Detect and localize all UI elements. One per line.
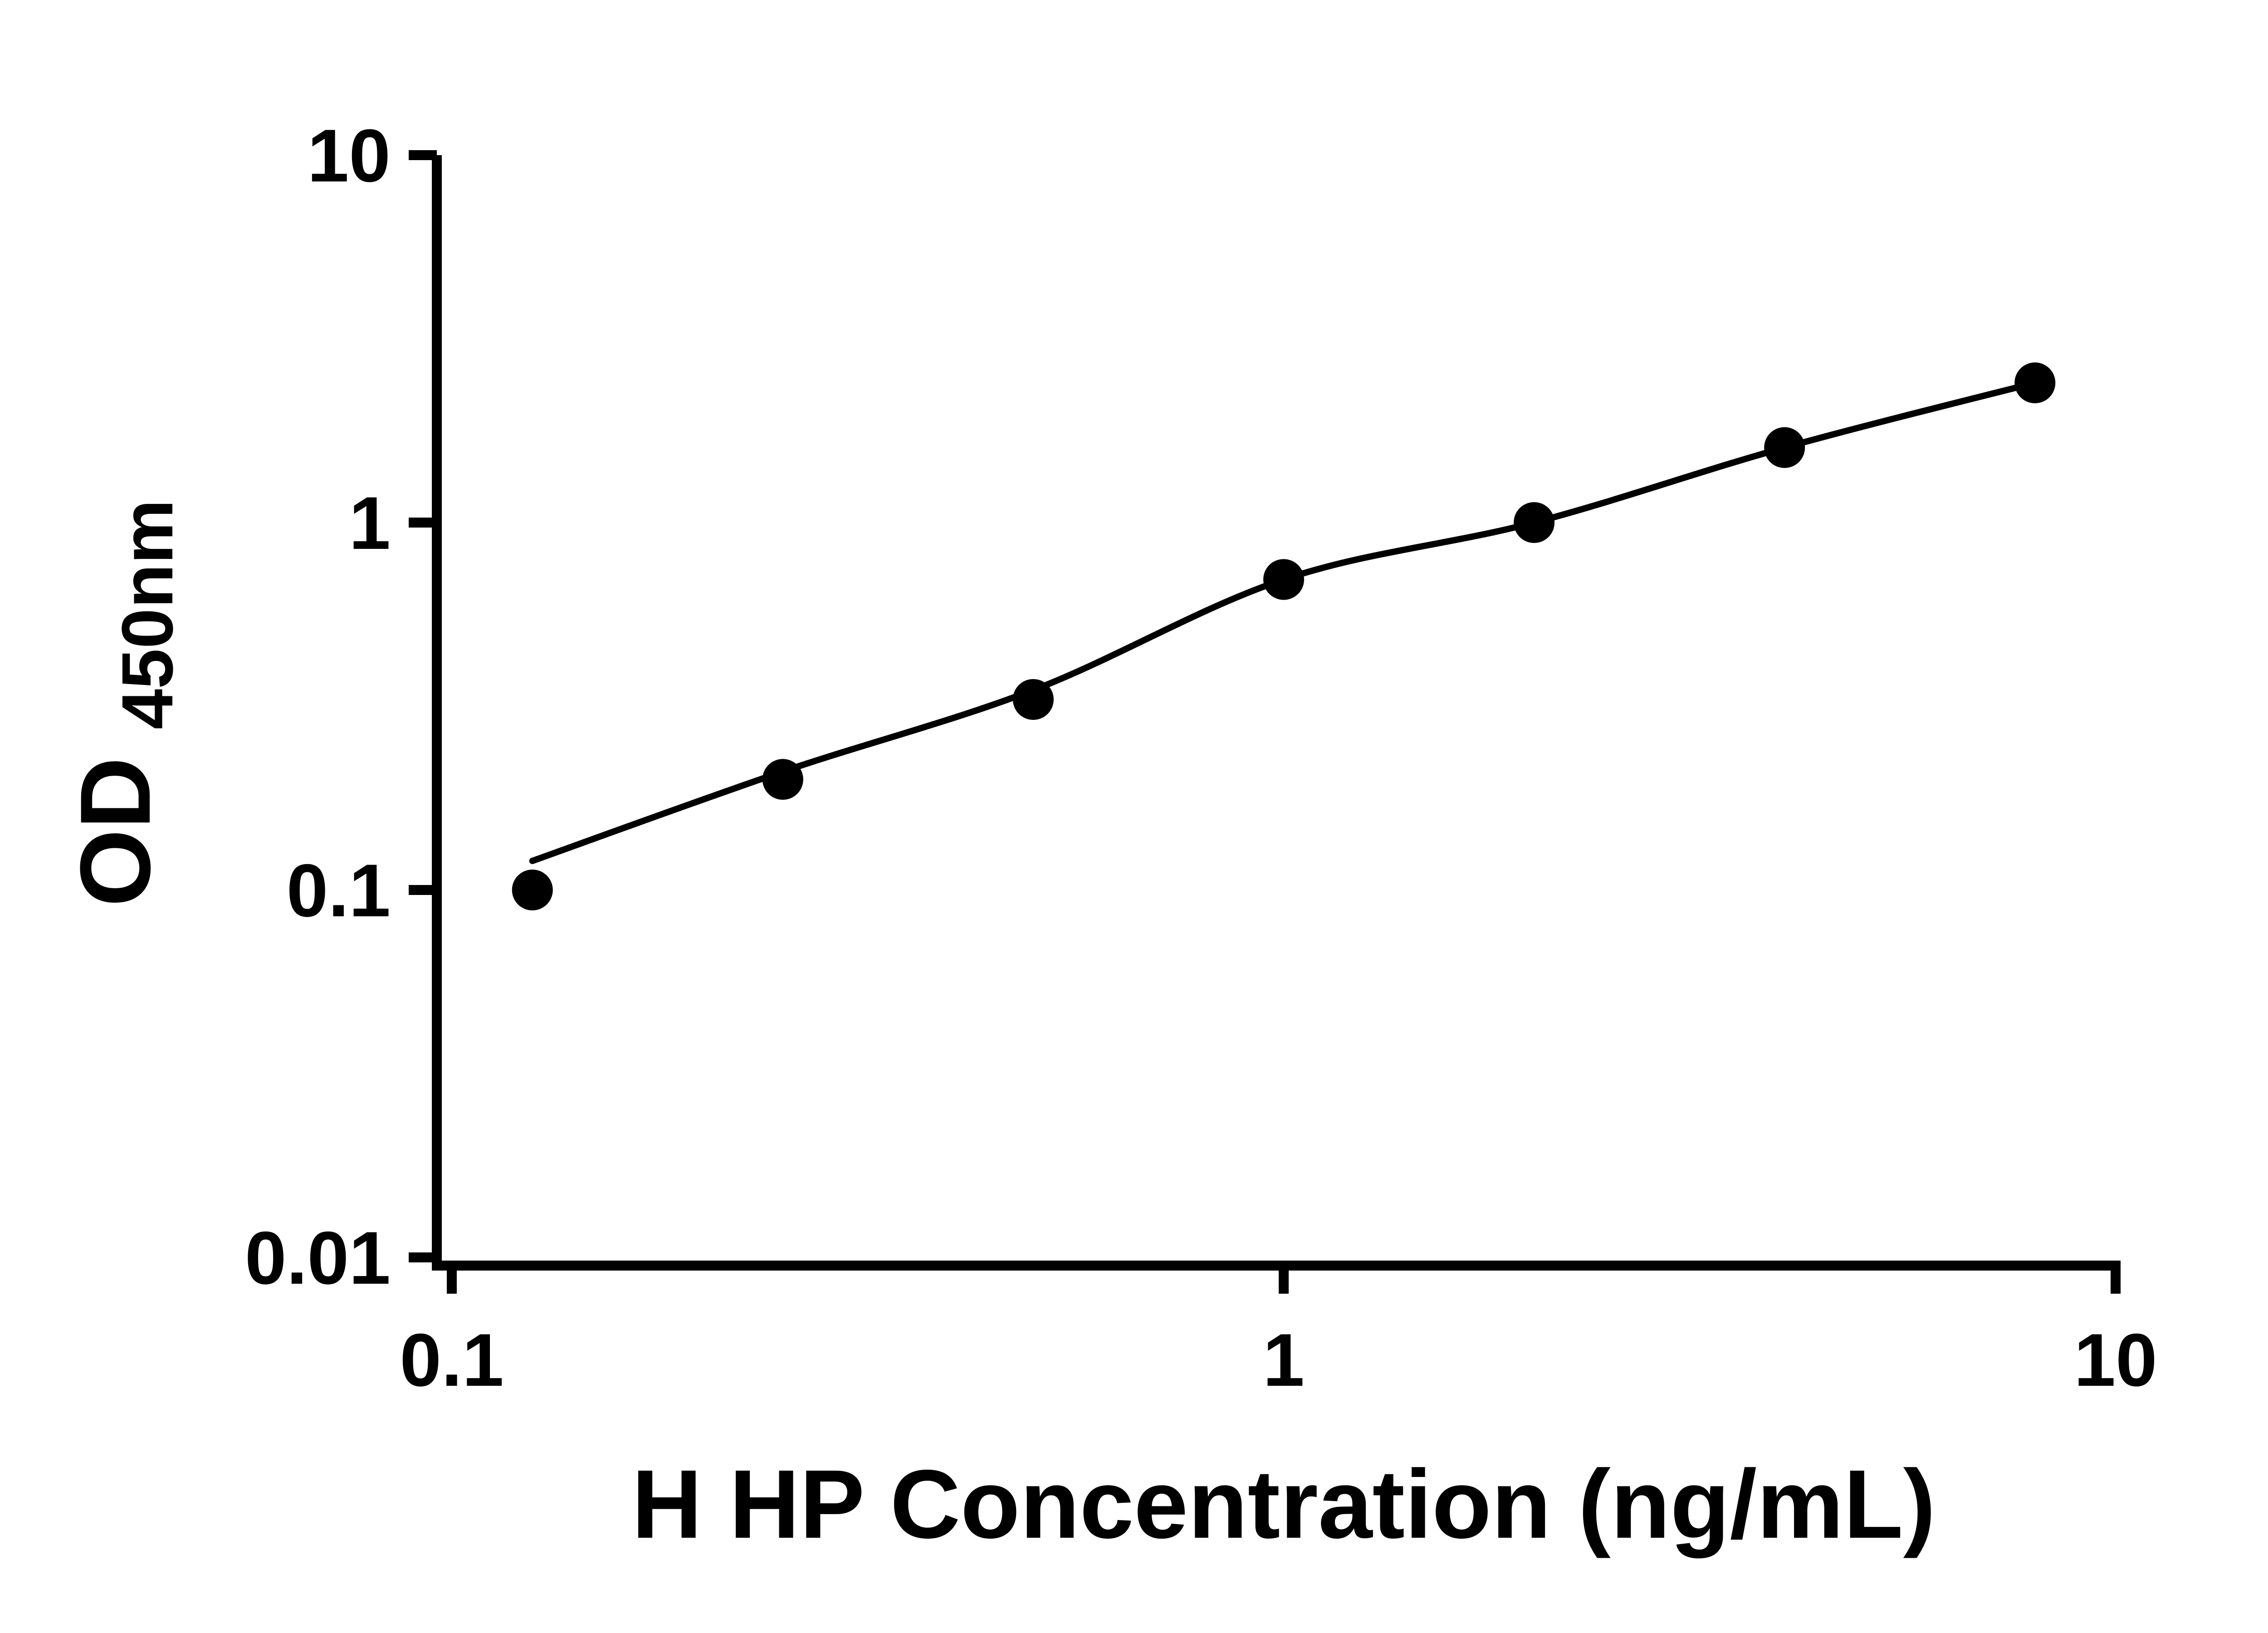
x-tick-label: 0.1: [400, 1318, 503, 1402]
data-point: [512, 870, 553, 910]
y-axis-title-subscript: 450nm: [107, 499, 188, 729]
y-tick-label: 0.1: [287, 849, 391, 932]
data-point: [1514, 502, 1555, 543]
x-tick-label: 1: [1263, 1318, 1305, 1402]
data-point: [762, 759, 803, 800]
y-axis-title-main: OD: [59, 757, 171, 907]
x-tick-label: 10: [2074, 1318, 2157, 1402]
fit-line: [529, 380, 2038, 864]
data-point: [1263, 559, 1304, 600]
y-tick-label: 1: [349, 481, 391, 565]
data-point: [2014, 362, 2056, 404]
y-tick-label: 10: [307, 114, 391, 197]
data-points: [512, 362, 2056, 910]
y-axis-title: OD 450nm: [59, 499, 188, 907]
data-point: [1764, 427, 1805, 468]
y-tick-label: 0.01: [245, 1216, 391, 1300]
data-point: [1012, 679, 1054, 720]
x-axis-title: H HP Concentration (ng/mL): [632, 1449, 1936, 1559]
